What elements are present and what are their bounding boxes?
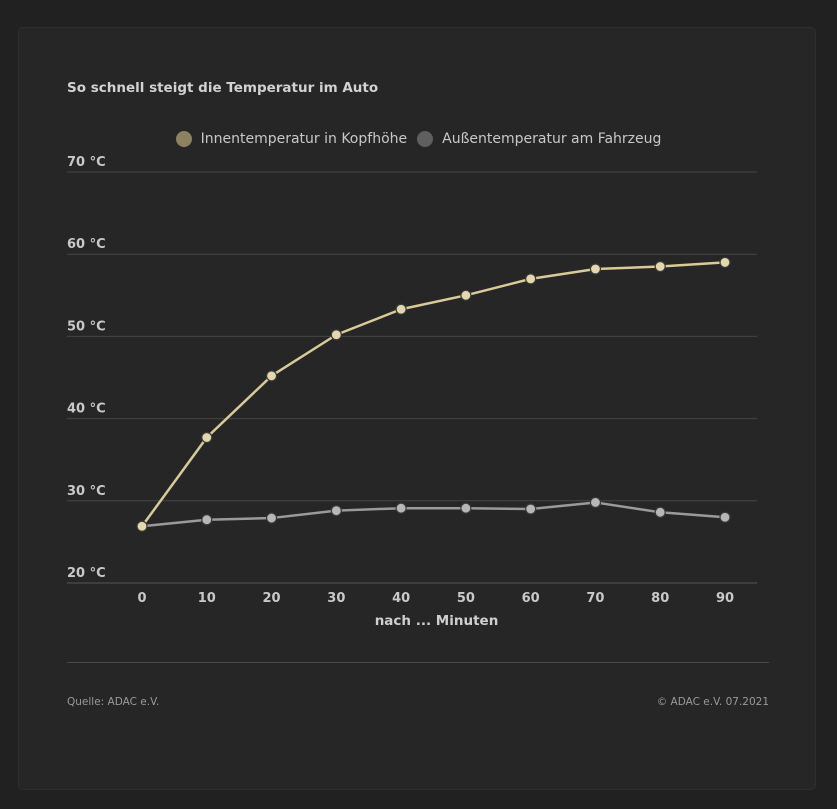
series-0-point-40 [395, 303, 407, 315]
legend-swatch-outside-temperature [417, 131, 434, 147]
series-0-point-0 [136, 520, 148, 532]
x-tick-label-80: 80 [651, 591, 669, 606]
legend-label-outside-temperature: Außentemperatur am Fahrzeug [442, 131, 662, 147]
legend-item-outside-temperature[interactable]: Außentemperatur am Fahrzeug [417, 131, 661, 147]
copyright-note: © ADAC e.V. 07.2021 [656, 696, 769, 708]
x-tick-label-30: 30 [327, 591, 345, 606]
legend-swatch-inside-temperature [175, 131, 192, 147]
x-tick-label-20: 20 [263, 591, 281, 606]
series-1-point-70 [589, 496, 602, 509]
x-tick-label-50: 50 [457, 591, 475, 606]
y-tick-label-50: 50 °C [67, 319, 106, 334]
series-line-1 [140, 501, 727, 528]
x-tick-label-0: 0 [137, 591, 146, 606]
x-tick-label-90: 90 [716, 591, 734, 606]
series-0-point-20 [265, 370, 278, 382]
x-tick-label-40: 40 [392, 591, 410, 606]
series-0-point-50 [460, 289, 472, 301]
series-0-point-10 [201, 431, 213, 444]
series-1-point-10 [201, 514, 213, 526]
series-0-point-90 [719, 256, 731, 269]
series-0-point-30 [330, 329, 342, 341]
chart-legend: Innentemperatur in Kopfhöhe Außentempera… [0, 131, 837, 147]
y-tick-label-70: 70 °C [67, 155, 106, 170]
series-1-point-20 [265, 512, 278, 524]
series-1-point-80 [654, 506, 666, 518]
chart-title: So schnell steigt die Temperatur im Auto [67, 80, 379, 96]
series-1-point-90 [719, 511, 731, 523]
series-1-point-50 [460, 502, 472, 514]
legend-label-inside-temperature: Innentemperatur in Kopfhöhe [200, 131, 408, 147]
series-line-0 [140, 261, 727, 528]
series-0-point-80 [654, 260, 666, 273]
y-tick-label-20: 20 °C [67, 566, 106, 581]
y-tick-label-30: 30 °C [67, 484, 106, 499]
series-0-point-70 [589, 263, 602, 275]
legend-item-inside-temperature[interactable]: Innentemperatur in Kopfhöhe [175, 131, 408, 147]
x-tick-label-60: 60 [522, 591, 540, 606]
x-axis-label: nach ... Minuten [375, 613, 499, 629]
series-0-point-60 [525, 273, 537, 285]
x-tick-label-70: 70 [586, 591, 604, 606]
x-tick-label-10: 10 [198, 591, 216, 606]
series-1-point-40 [395, 502, 407, 514]
series-1-point-30 [330, 505, 342, 517]
y-tick-label-40: 40 °C [67, 402, 106, 417]
source-note: Quelle: ADAC e.V. [67, 696, 160, 708]
y-tick-label-60: 60 °C [67, 237, 106, 252]
footer-divider [67, 662, 769, 663]
series-1-point-60 [525, 503, 537, 515]
